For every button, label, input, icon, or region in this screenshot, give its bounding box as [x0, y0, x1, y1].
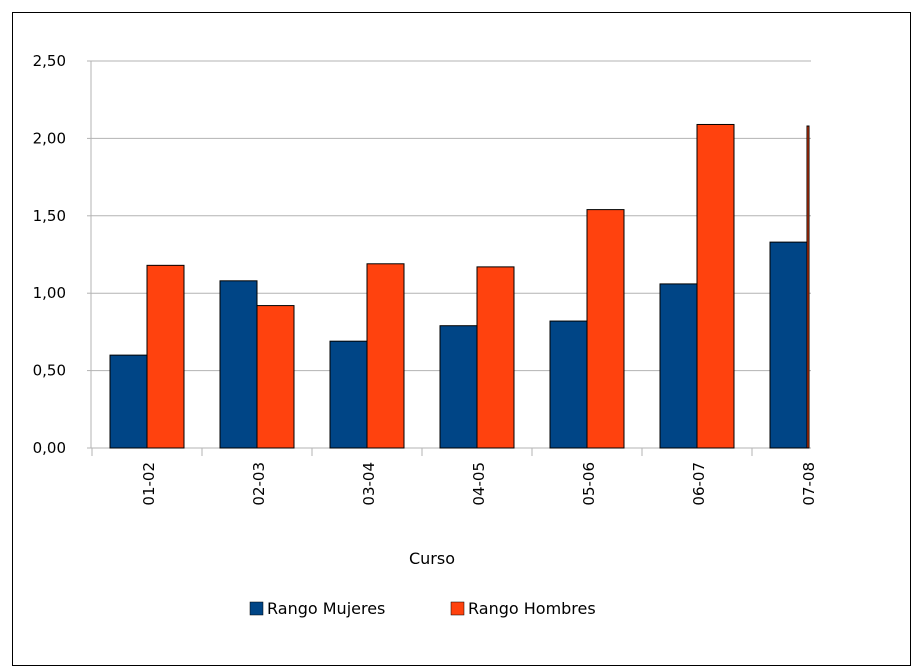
legend: Rango Mujeres Rango Hombres — [249, 599, 596, 618]
y-tick-label: 2,50 — [33, 52, 66, 70]
y-axis-ticks: 0,00 0,50 1,00 1,50 2,00 2,50 — [33, 52, 91, 457]
x-axis: 01-02 02-03 03-04 04-05 05-06 06-07 07-08 — [91, 448, 818, 506]
bars — [109, 123, 810, 449]
bar-hombres-04-05 — [476, 266, 515, 449]
bar-mujeres-02-03 — [219, 280, 258, 449]
x-tick-label: 07-08 — [800, 462, 818, 506]
x-axis-label: Curso — [409, 549, 455, 568]
bar-hombres-07-08 — [806, 125, 810, 449]
bar-hombres-01-02 — [146, 264, 185, 449]
bar-mujeres-06-07 — [659, 283, 698, 449]
y-tick-label: 1,00 — [33, 284, 66, 302]
bar-mujeres-03-04 — [329, 340, 368, 449]
legend-label-rango-hombres: Rango Hombres — [468, 599, 596, 618]
legend-label-rango-mujeres: Rango Mujeres — [267, 599, 385, 618]
bar-mujeres-01-02 — [109, 354, 148, 449]
x-tick-label: 02-03 — [250, 462, 268, 506]
bar-mujeres-07-08 — [769, 241, 808, 449]
x-tick-label: 01-02 — [140, 462, 158, 506]
x-tick-label: 04-05 — [470, 462, 488, 506]
y-tick-label: 1,50 — [33, 207, 66, 225]
y-tick-label: 0,50 — [33, 362, 66, 380]
bar-hombres-03-04 — [366, 263, 405, 449]
bar-mujeres-04-05 — [439, 325, 478, 449]
x-tick-label: 05-06 — [580, 462, 598, 506]
x-tick-label: 06-07 — [690, 462, 708, 506]
y-tick-label: 2,00 — [33, 129, 66, 147]
bar-mujeres-05-06 — [549, 320, 588, 449]
bar-hombres-02-03 — [256, 305, 295, 449]
bar-hombres-05-06 — [586, 209, 625, 449]
bar-hombres-06-07 — [696, 123, 735, 449]
legend-swatch-rango-mujeres — [249, 601, 264, 616]
x-tick-label: 03-04 — [360, 462, 378, 506]
legend-swatch-rango-hombres — [450, 601, 465, 616]
y-tick-label: 0,00 — [33, 439, 66, 457]
